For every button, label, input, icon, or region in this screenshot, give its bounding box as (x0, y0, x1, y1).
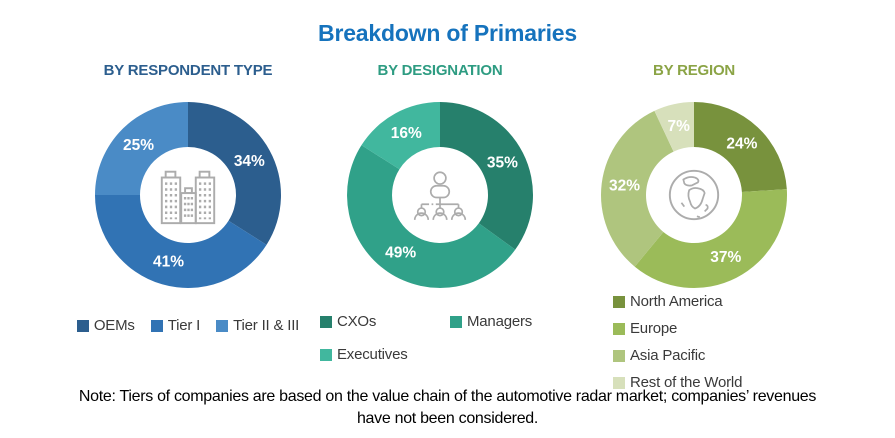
legend-swatch-tier-i (150, 319, 163, 332)
legend-item-asia-pacific: Asia Pacific (613, 346, 834, 365)
legend-swatch-asia-pacific (613, 349, 625, 362)
segment-tier-i (95, 195, 267, 288)
legend-label-asia-pacific: Asia Pacific (630, 347, 706, 364)
respondent-type-legend: OEMs Tier I Tier II & III (48, 316, 328, 335)
legend-swatch-cxos (320, 315, 332, 328)
segment-label-tier-ii-iii: 25% (123, 137, 154, 154)
legend-label-cxos: CXOs (337, 313, 377, 330)
legend-item-managers: Managers (450, 312, 532, 331)
legend-item-north-america: North America (613, 292, 834, 311)
region-column: BY REGION 24% 37% 32% 7% North America Europ… (554, 60, 834, 392)
legend-label-rest-of-the-world: Rest of the World (630, 374, 743, 391)
legend-label-tier-ii-iii: Tier II & III (233, 317, 300, 334)
footnote: Note: Tiers of companies are based on th… (0, 386, 895, 430)
legend-swatch-managers (450, 315, 462, 328)
segment-label-managers: 49% (385, 244, 416, 261)
designation-header: BY DESIGNATION (377, 62, 503, 79)
respondent-type-column: BY RESPONDENT TYPE 34% 41% 25% (48, 60, 328, 335)
legend-item-europe: Europe (613, 319, 834, 338)
respondent-type-header: BY RESPONDENT TYPE (103, 62, 273, 79)
legend-swatch-tier-ii-iii (216, 319, 229, 332)
segment-managers (347, 145, 516, 288)
legend-label-managers: Managers (467, 313, 533, 330)
legend-label-north-america: North America (630, 293, 723, 310)
segment-executives (361, 102, 440, 170)
region-donut: 24% 37% 32% 7% (599, 100, 789, 290)
legend-item-tier-ii-iii: Tier II & III (216, 316, 299, 335)
segment-north-america (694, 102, 787, 192)
legend-swatch-oems (76, 319, 89, 332)
globe-icon (665, 166, 723, 224)
legend-swatch-north-america (613, 295, 625, 308)
segment-oems (188, 102, 281, 245)
legend-label-tier-i: Tier I (167, 317, 201, 334)
buildings-icon (155, 165, 221, 225)
segment-label-cxos: 35% (487, 155, 518, 172)
segment-tier-ii-iii (95, 102, 188, 195)
segment-label-rest-of-the-world: 7% (668, 118, 691, 135)
segment-europe (634, 189, 788, 289)
org-chart-icon (408, 165, 472, 225)
segment-label-tier-i: 41% (153, 254, 184, 271)
legend-item-cxos: CXOs (320, 312, 450, 331)
segment-cxos (440, 102, 533, 250)
legend-item-rest-of-the-world: Rest of the World (613, 373, 834, 392)
legend-item-oems: OEMs (76, 316, 135, 335)
segment-label-oems: 34% (234, 153, 265, 170)
footnote-line-1: Note: Tiers of companies are based on th… (78, 388, 817, 405)
legend-swatch-executives (320, 348, 332, 361)
designation-legend: CXOs Managers Executives (300, 312, 532, 364)
legend-item-tier-i: Tier I (150, 316, 201, 335)
designation-donut: 35% 49% 16% (345, 100, 535, 290)
legend-label-europe: Europe (630, 320, 678, 337)
segment-label-executives: 16% (391, 125, 422, 142)
segment-rest-of-the-world (654, 102, 694, 152)
segment-label-north-america: 24% (726, 135, 757, 152)
region-legend: North America Europe Asia Pacific Rest of t… (554, 292, 834, 392)
legend-swatch-rest-of-the-world (613, 376, 625, 389)
page-title: Breakdown of Primaries (318, 20, 577, 46)
respondent-type-donut: 34% 41% 25% (93, 100, 283, 290)
segment-label-asia-pacific: 32% (609, 178, 640, 195)
footnote-line-2: have not been considered. (356, 410, 539, 427)
legend-label-executives: Executives (337, 346, 408, 363)
region-header: BY REGION (652, 62, 736, 79)
legend-item-executives: Executives (320, 345, 450, 364)
segment-asia-pacific (600, 110, 674, 267)
segment-label-europe: 37% (710, 249, 741, 266)
legend-label-oems: OEMs (93, 317, 135, 334)
legend-swatch-europe (613, 322, 625, 335)
designation-column: BY DESIGNATION 35% 49% 16% (300, 60, 580, 364)
